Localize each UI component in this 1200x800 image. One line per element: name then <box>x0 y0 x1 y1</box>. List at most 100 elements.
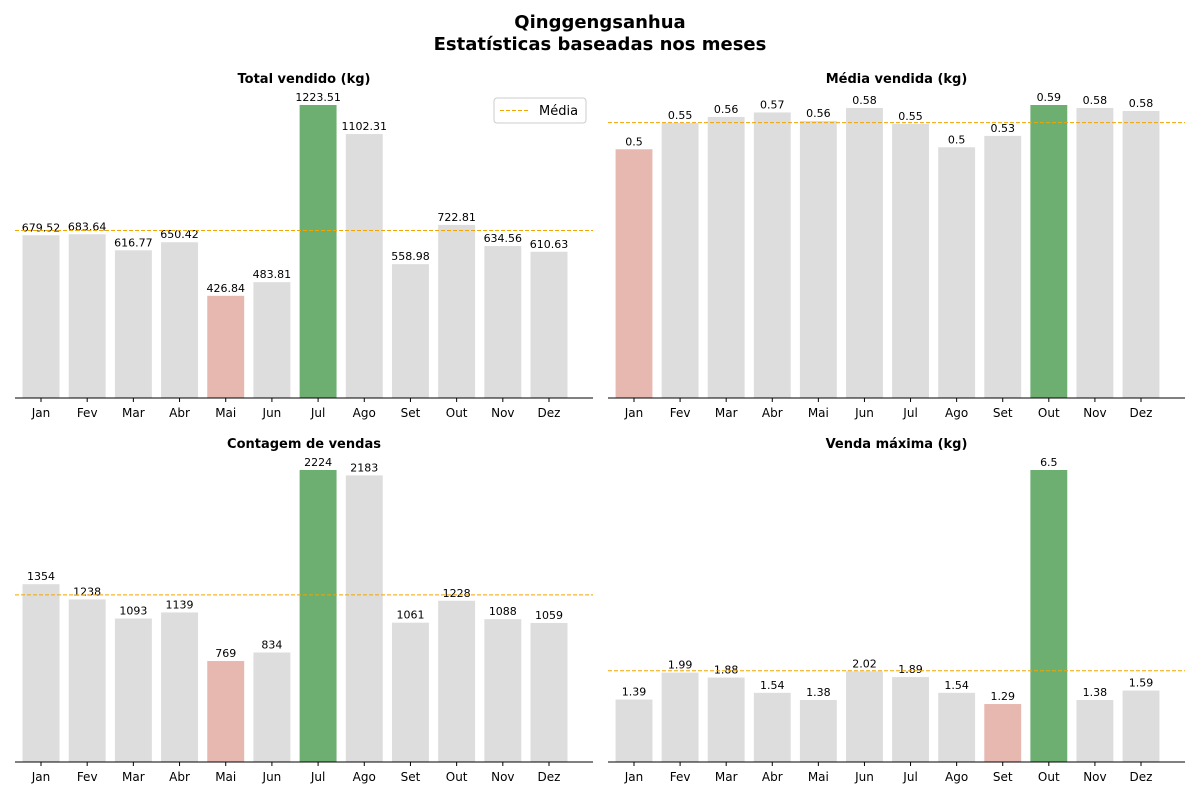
data-label: 1228 <box>443 587 471 600</box>
data-label: 769 <box>215 647 236 660</box>
data-label: 683.64 <box>68 220 107 233</box>
x-tick-label: Fev <box>77 770 98 784</box>
x-tick-label: Jan <box>31 770 51 784</box>
data-label: 483.81 <box>253 268 292 281</box>
x-tick-label: Nov <box>491 770 514 784</box>
x-tick-label: Mai <box>808 770 829 784</box>
bar-mar <box>707 116 745 399</box>
bar-abr <box>753 112 791 399</box>
data-label: 1.38 <box>1083 686 1108 699</box>
bar-out <box>438 224 476 398</box>
bar-nov <box>484 246 522 398</box>
x-tick-label: Mar <box>715 406 738 420</box>
x-tick-label: Abr <box>169 770 190 784</box>
chart-title: Média vendida (kg) <box>826 72 968 87</box>
x-tick-label: Set <box>401 770 421 784</box>
data-label: 1059 <box>535 609 563 622</box>
legend-label: Média <box>539 104 578 119</box>
x-tick-label: Nov <box>491 406 514 420</box>
bar-out <box>1030 105 1068 398</box>
x-tick-label: Fev <box>77 406 98 420</box>
bar-nov <box>1076 107 1114 399</box>
data-label: 1093 <box>119 604 147 617</box>
bar-dez <box>1122 690 1160 762</box>
bar-ago <box>345 134 383 399</box>
data-label: 616.77 <box>114 236 153 249</box>
data-label: 650.42 <box>160 228 199 241</box>
data-label: 0.5 <box>625 135 643 148</box>
x-tick-label: Mai <box>808 406 829 420</box>
data-label: 1088 <box>489 605 517 618</box>
x-tick-label: Mai <box>215 406 236 420</box>
data-label: 1223.51 <box>295 91 341 104</box>
bar-ago <box>938 147 976 398</box>
bar-dez <box>530 622 568 762</box>
data-label: 558.98 <box>391 250 430 263</box>
x-tick-label: Fev <box>670 770 691 784</box>
chart-panel-1: Total vendido (kg) 679.52 Jan 683.64 Fev 616.… <box>15 72 593 420</box>
bar-jan <box>22 584 60 762</box>
x-tick-label: Dez <box>1130 770 1153 784</box>
bar-set <box>391 622 429 762</box>
x-tick-label: Dez <box>1130 406 1153 420</box>
bar-jun <box>846 671 883 762</box>
data-label: 2224 <box>304 456 332 469</box>
bar-nov <box>484 619 522 762</box>
x-tick-label: Abr <box>169 406 190 420</box>
data-label: 1102.31 <box>342 120 388 133</box>
chart-title: Total vendido (kg) <box>238 72 371 87</box>
bar-abr <box>161 612 199 762</box>
x-tick-label: Jun <box>262 770 282 784</box>
x-tick-label: Mar <box>122 406 145 420</box>
data-label: 0.56 <box>806 107 831 120</box>
bar-fev <box>68 234 106 398</box>
x-tick-label: Jul <box>310 770 325 784</box>
x-tick-label: Fev <box>670 406 691 420</box>
x-tick-label: Out <box>446 406 468 420</box>
bar-mai <box>207 295 245 398</box>
data-label: 1.38 <box>806 686 831 699</box>
data-label: 0.59 <box>1037 91 1062 104</box>
bar-dez <box>1122 110 1160 399</box>
data-label: 0.58 <box>1083 94 1108 107</box>
x-tick-label: Jun <box>262 406 282 420</box>
x-tick-label: Dez <box>538 406 561 420</box>
data-label: 610.63 <box>530 238 569 251</box>
bar-set <box>391 264 429 398</box>
data-label: 1238 <box>73 585 101 598</box>
data-label: 2.02 <box>852 657 877 670</box>
bar-fev <box>68 599 106 762</box>
bar-mar <box>707 677 745 762</box>
data-label: 1139 <box>166 598 194 611</box>
x-tick-label: Jan <box>624 770 644 784</box>
bar-out <box>1030 470 1068 762</box>
data-label: 722.81 <box>437 211 476 224</box>
bar-dez <box>530 251 568 398</box>
data-label: 1354 <box>27 570 55 583</box>
x-tick-label: Jun <box>854 770 874 784</box>
x-tick-label: Set <box>993 770 1013 784</box>
bar-mar <box>114 618 152 762</box>
bar-jan <box>22 235 60 398</box>
figure-title-line2: Estatísticas baseadas nos meses <box>433 34 767 55</box>
data-label: 1.54 <box>760 679 785 692</box>
data-label: 1.39 <box>622 686 647 699</box>
data-label: 2183 <box>350 461 378 474</box>
data-label: 0.58 <box>852 94 877 107</box>
bar-jan <box>615 149 653 398</box>
x-tick-label: Ago <box>945 770 968 784</box>
x-tick-label: Abr <box>762 770 783 784</box>
chart-title: Contagem de vendas <box>227 437 381 452</box>
x-tick-label: Out <box>446 770 468 784</box>
data-label: 0.55 <box>898 110 923 123</box>
legend-box <box>493 97 587 124</box>
x-tick-label: Mai <box>215 770 236 784</box>
bar-fev <box>661 672 699 762</box>
bar-set <box>984 135 1022 398</box>
bar-jul <box>892 677 929 762</box>
x-tick-label: Jul <box>310 406 325 420</box>
chart-panel-4: Venda máxima (kg) 1.39 Jan 1.99 Fev 1.88 Mar 1.… <box>608 437 1185 784</box>
x-tick-label: Jul <box>902 770 917 784</box>
x-tick-label: Set <box>401 406 421 420</box>
